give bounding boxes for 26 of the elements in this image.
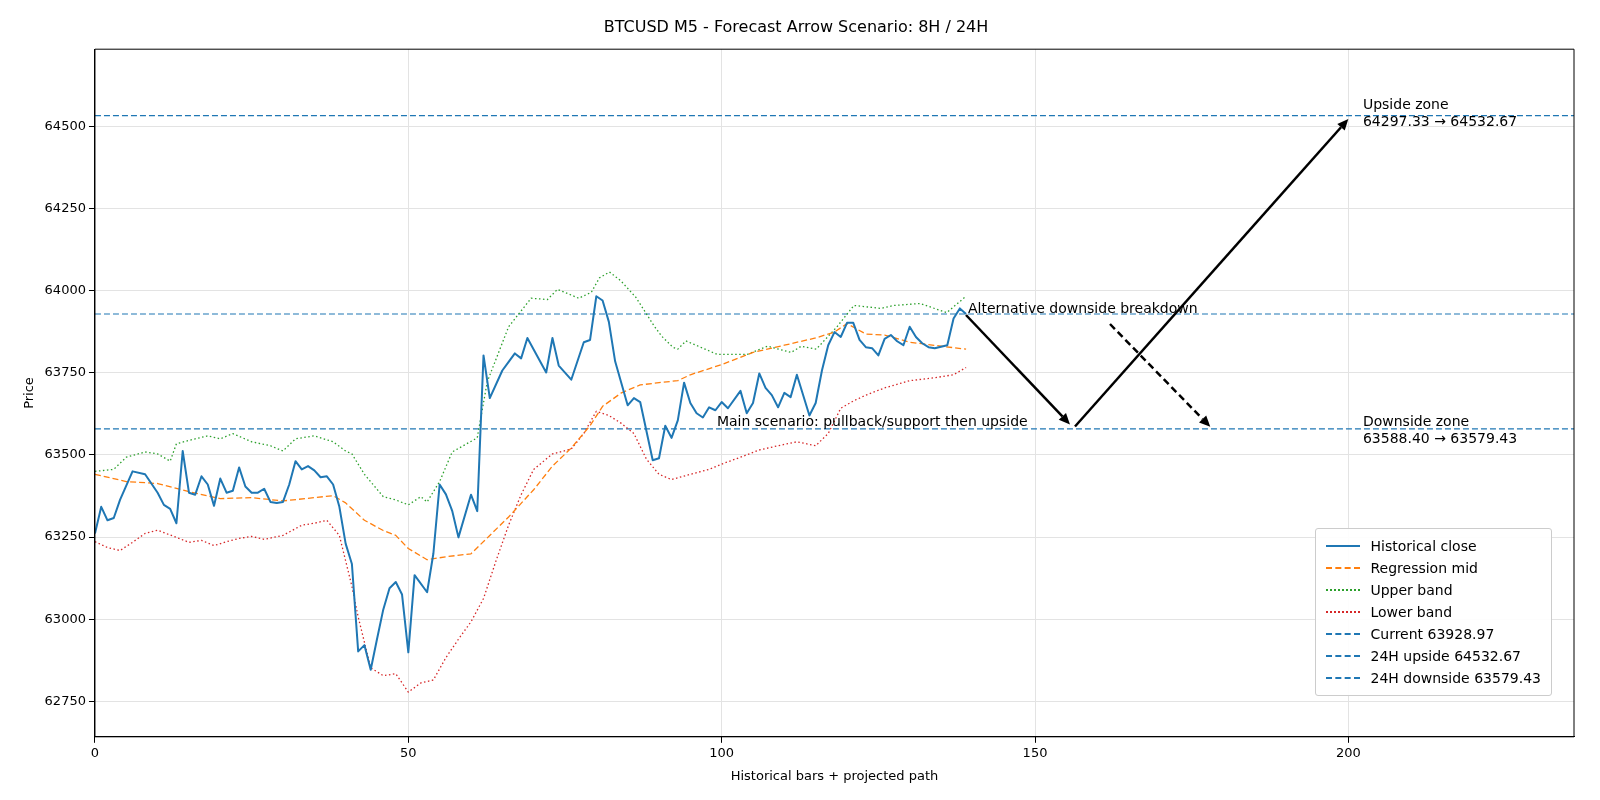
y-tick-label: 63750 xyxy=(44,364,86,380)
y-tick-label: 62750 xyxy=(44,692,86,708)
legend-label: 24H upside 64532.67 xyxy=(1370,648,1521,664)
chart-title: BTCUSD M5 - Forecast Arrow Scenario: 8H / 24H xyxy=(603,16,989,36)
legend-label: Historical close xyxy=(1370,538,1477,554)
x-tick-label: 200 xyxy=(1335,744,1361,760)
y-tick-label: 63000 xyxy=(44,610,86,626)
x-tick-label: 150 xyxy=(1022,744,1048,760)
y-tick-label: 64250 xyxy=(44,199,86,215)
legend-label: Regression mid xyxy=(1370,560,1478,576)
x-tick-label: 100 xyxy=(709,744,735,760)
y-tick-label: 64000 xyxy=(44,282,86,298)
y-tick-label: 64500 xyxy=(44,117,86,133)
y-tick-label: 63250 xyxy=(44,528,86,544)
y-tick-label: 63500 xyxy=(44,446,86,462)
y-axis-title: Price xyxy=(21,377,37,409)
annotation: Downside zone 63588.40 → 63579.43 xyxy=(1362,413,1518,447)
legend-label: Upper band xyxy=(1370,582,1453,598)
annotation: Main scenario: pullback/support then upside xyxy=(716,412,1028,429)
legend-label: 24H downside 63579.43 xyxy=(1370,670,1541,686)
annotation: Upside zone 64297.33 → 64532.67 xyxy=(1362,96,1518,130)
legend-label: Current 63928.97 xyxy=(1370,626,1495,642)
x-axis-title: Historical bars + projected path xyxy=(730,767,939,783)
x-tick-label: 50 xyxy=(400,744,417,760)
legend-label: Lower band xyxy=(1370,604,1453,620)
x-tick-label: 0 xyxy=(90,744,100,760)
